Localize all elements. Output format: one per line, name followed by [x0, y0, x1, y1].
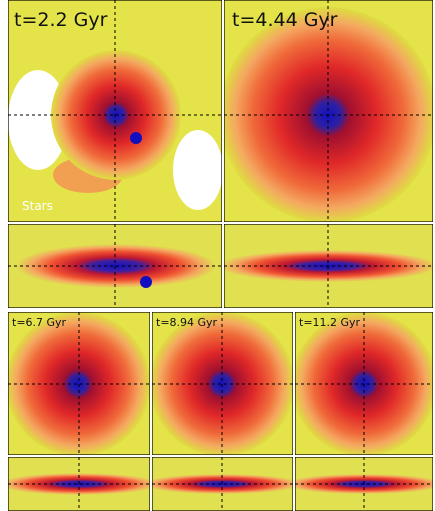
figure: t=2.2 Gyr Stars t=4.44 Gyr t=6.7 Gyr	[0, 0, 435, 511]
panel-face: t=11.2 Gyr	[292, 312, 435, 456]
panel-edge	[142, 457, 302, 511]
panel-face: t=6.7 Gyr	[6, 312, 150, 456]
panel-edge	[0, 457, 159, 511]
panel-edge	[8, 224, 222, 308]
panel-edge	[218, 224, 435, 308]
panel-face: t=8.94 Gyr	[150, 312, 294, 456]
time-label: t=2.2 Gyr	[14, 9, 108, 31]
time-label: t=4.44 Gyr	[232, 9, 338, 31]
time-label: t=6.7 Gyr	[12, 316, 67, 329]
time-label: t=8.94 Gyr	[156, 316, 218, 329]
panel-face: t=2.2 Gyr Stars	[8, 0, 223, 222]
time-label: t=11.2 Gyr	[299, 316, 361, 329]
tracer-label: Stars	[22, 199, 53, 213]
panel-face: t=4.44 Gyr	[220, 0, 435, 223]
panel-edge	[284, 457, 435, 511]
